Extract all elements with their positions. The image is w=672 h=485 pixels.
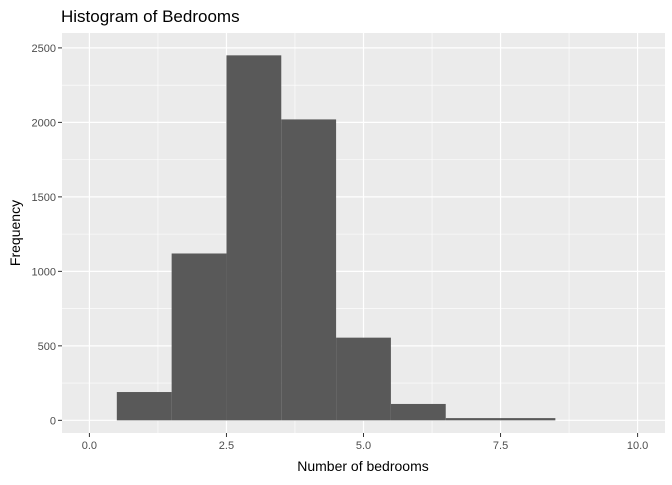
x-tick-label: 7.5 <box>493 440 508 452</box>
y-tick-label: 2500 <box>32 43 56 55</box>
y-axis: 0 500 1000 1500 2000 2500 <box>32 43 62 427</box>
y-axis-label: Frequency <box>7 200 23 266</box>
y-tick-label: 500 <box>38 341 56 353</box>
x-tick-label: 2.5 <box>219 440 234 452</box>
histogram-bars <box>116 55 556 421</box>
x-tick-label: 5.0 <box>356 440 371 452</box>
histogram-bar <box>445 418 501 421</box>
histogram-bar <box>281 119 337 421</box>
y-tick-label: 1500 <box>32 192 56 204</box>
x-axis: 0.0 2.5 5.0 7.5 10.0 <box>82 433 648 452</box>
x-axis-label: Number of bedrooms <box>297 458 429 474</box>
chart-title: Histogram of Bedrooms <box>61 7 240 26</box>
y-tick-label: 0 <box>50 415 56 427</box>
histogram-bar <box>336 337 391 421</box>
histogram-bar <box>171 253 227 421</box>
histogram-bar <box>226 55 282 421</box>
histogram-bar <box>390 403 446 421</box>
x-tick-label: 10.0 <box>627 440 648 452</box>
y-tick-label: 2000 <box>32 117 56 129</box>
y-tick-label: 1000 <box>32 266 56 278</box>
histogram-bar <box>500 418 556 421</box>
x-tick-label: 0.0 <box>82 440 97 452</box>
histogram-bar <box>116 392 172 421</box>
